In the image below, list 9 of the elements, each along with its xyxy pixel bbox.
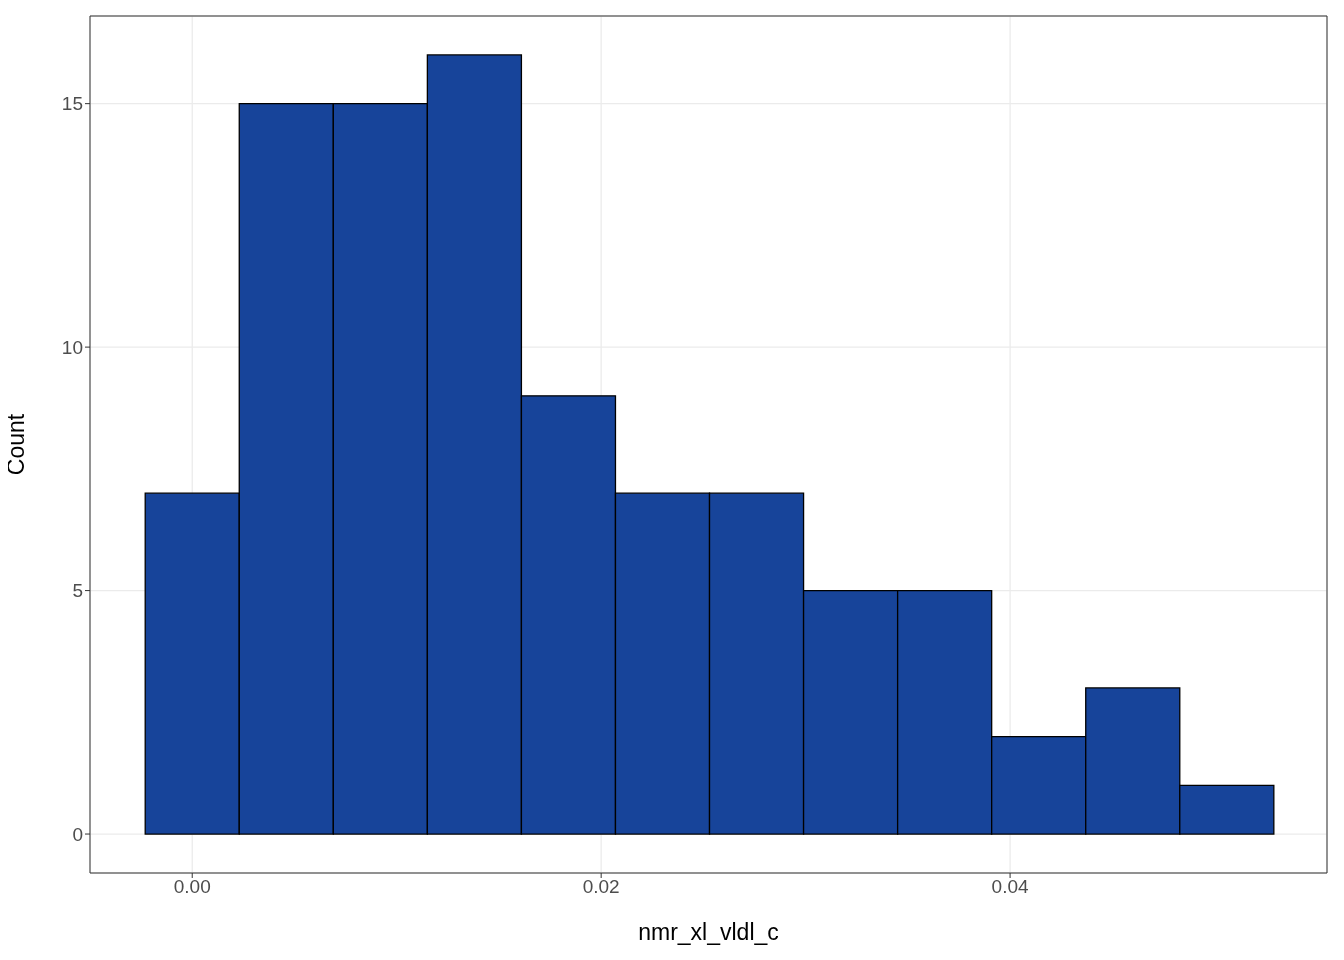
x-tick-label: 0.00 [173, 876, 211, 898]
y-tick-label: 10 [61, 336, 83, 358]
y-tick-label: 0 [72, 823, 83, 845]
x-tick-label: 0.02 [582, 876, 620, 898]
y-tick-label: 5 [72, 580, 83, 602]
y-axis-title: Count [3, 413, 30, 476]
x-tick-label: 0.04 [991, 876, 1029, 898]
y-tick-label: 15 [61, 93, 83, 115]
x-axis-title: nmr_xl_vldl_c [638, 919, 779, 945]
